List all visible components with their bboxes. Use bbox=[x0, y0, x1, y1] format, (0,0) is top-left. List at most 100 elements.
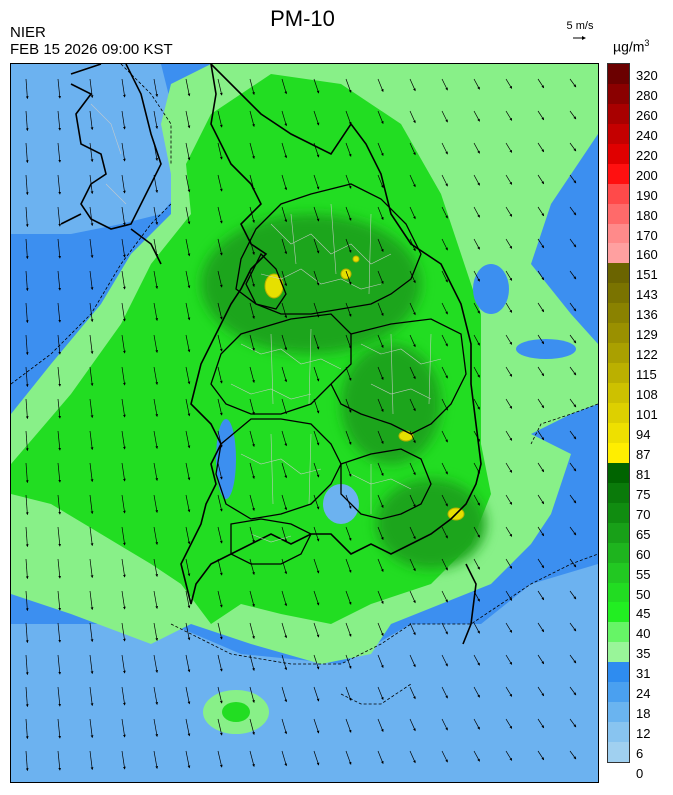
wind-arrow bbox=[473, 718, 480, 730]
color-scale-swatch bbox=[608, 323, 629, 344]
color-scale-swatch bbox=[608, 343, 629, 364]
color-scale-swatch bbox=[608, 722, 629, 743]
wind-arrow bbox=[441, 206, 448, 219]
wind-arrow bbox=[249, 334, 255, 351]
wind-arrow bbox=[345, 462, 352, 477]
wind-arrow bbox=[185, 238, 191, 257]
wind-arrow bbox=[57, 206, 62, 227]
wind-arrow bbox=[505, 206, 513, 217]
wind-arrow bbox=[377, 622, 384, 637]
wind-arrow bbox=[153, 270, 159, 289]
wind-arrow bbox=[377, 494, 384, 509]
wind-arrow bbox=[249, 494, 255, 511]
wind-arrow bbox=[505, 622, 513, 633]
pm10-hotspot-north bbox=[340, 268, 352, 280]
wind-arrow bbox=[89, 302, 94, 323]
wind-arrow bbox=[537, 238, 545, 249]
wind-arrow bbox=[281, 238, 288, 255]
color-scale-label: 70 bbox=[636, 506, 651, 522]
province-boundaries bbox=[210, 183, 467, 565]
wind-arrow bbox=[345, 142, 352, 157]
sea-inlet-east bbox=[473, 264, 509, 314]
wind-arrow bbox=[217, 110, 223, 128]
wind-arrow bbox=[57, 686, 62, 707]
wind-arrow bbox=[441, 270, 448, 283]
wind-arrow bbox=[441, 430, 448, 443]
wind-arrow bbox=[377, 654, 384, 669]
wind-arrow bbox=[441, 238, 448, 251]
wind-arrow bbox=[185, 590, 191, 609]
wind-arrow bbox=[153, 622, 159, 641]
wind-arrow bbox=[57, 334, 62, 355]
color-scale-label: 320 bbox=[636, 68, 658, 83]
color-scale-label: 65 bbox=[636, 526, 651, 542]
wind-arrow bbox=[121, 686, 126, 706]
wind-arrow bbox=[537, 174, 545, 185]
wind-arrow bbox=[537, 270, 545, 281]
wind-arrow bbox=[185, 334, 191, 353]
color-scale-label: 280 bbox=[636, 87, 658, 103]
wind-arrow bbox=[505, 494, 513, 505]
wind-arrow bbox=[377, 430, 384, 445]
color-scale-label: 24 bbox=[636, 686, 651, 702]
wind-arrow bbox=[441, 302, 448, 315]
wind-arrow bbox=[377, 462, 384, 477]
wind-arrow bbox=[409, 718, 416, 732]
color-scale-swatch bbox=[608, 482, 629, 503]
color-scale-swatch bbox=[608, 742, 629, 763]
wind-arrow bbox=[473, 622, 480, 634]
wind-arrow bbox=[569, 494, 577, 504]
wind-arrow bbox=[281, 622, 288, 639]
wind-arrow bbox=[441, 622, 448, 635]
wind-arrow bbox=[537, 302, 545, 313]
lake-south-central bbox=[323, 484, 359, 524]
wind-arrow bbox=[121, 462, 126, 482]
wind-arrow bbox=[409, 78, 416, 92]
color-scale-label: 50 bbox=[636, 586, 651, 602]
color-scale-swatch bbox=[608, 622, 629, 643]
wind-arrow bbox=[185, 750, 191, 769]
wind-arrow bbox=[153, 398, 159, 417]
color-scale-label: 94 bbox=[636, 426, 651, 442]
wind-arrow bbox=[473, 558, 480, 570]
wind-arrow bbox=[153, 78, 159, 97]
map-title: PM-10 bbox=[270, 6, 335, 31]
wind-arrow bbox=[121, 270, 126, 290]
wind-arrow bbox=[313, 430, 320, 446]
wind-arrow bbox=[505, 334, 513, 345]
color-scale-swatch bbox=[608, 203, 629, 224]
wind-arrow bbox=[185, 142, 191, 161]
wind-arrow bbox=[537, 558, 545, 569]
wind-arrow bbox=[217, 718, 223, 736]
color-scale-label: 122 bbox=[636, 347, 658, 363]
wind-arrow bbox=[473, 590, 480, 602]
wind-arrow bbox=[569, 366, 577, 376]
wind-arrow bbox=[89, 558, 94, 579]
wind-arrow bbox=[473, 174, 480, 186]
wind-arrow bbox=[313, 302, 320, 318]
wind-arrow bbox=[217, 206, 223, 224]
wind-arrow bbox=[569, 142, 577, 152]
wind-arrow bbox=[217, 750, 223, 768]
wind-arrow bbox=[345, 398, 352, 413]
wind-arrow bbox=[249, 142, 255, 159]
legend-unit-text: µg/m bbox=[613, 38, 645, 55]
wind-arrow bbox=[441, 334, 448, 347]
wind-arrow bbox=[569, 206, 577, 216]
color-scale-label: 108 bbox=[636, 387, 658, 403]
wind-arrow bbox=[313, 654, 320, 670]
wind-arrow bbox=[217, 174, 223, 192]
color-scale-label: 0 bbox=[636, 766, 644, 781]
wind-arrow bbox=[537, 718, 545, 729]
wind-arrow bbox=[121, 430, 126, 450]
wind-arrow bbox=[537, 526, 545, 537]
wind-arrow bbox=[121, 302, 126, 322]
legend-unit-exponent: 3 bbox=[644, 38, 650, 48]
wind-arrow bbox=[281, 430, 288, 447]
wind-arrow bbox=[281, 270, 288, 287]
wind-arrow bbox=[377, 590, 384, 605]
wind-arrow bbox=[249, 590, 255, 607]
wind-arrow bbox=[537, 78, 545, 89]
pm10-map[interactable] bbox=[10, 63, 599, 783]
wind-arrow bbox=[569, 430, 577, 440]
